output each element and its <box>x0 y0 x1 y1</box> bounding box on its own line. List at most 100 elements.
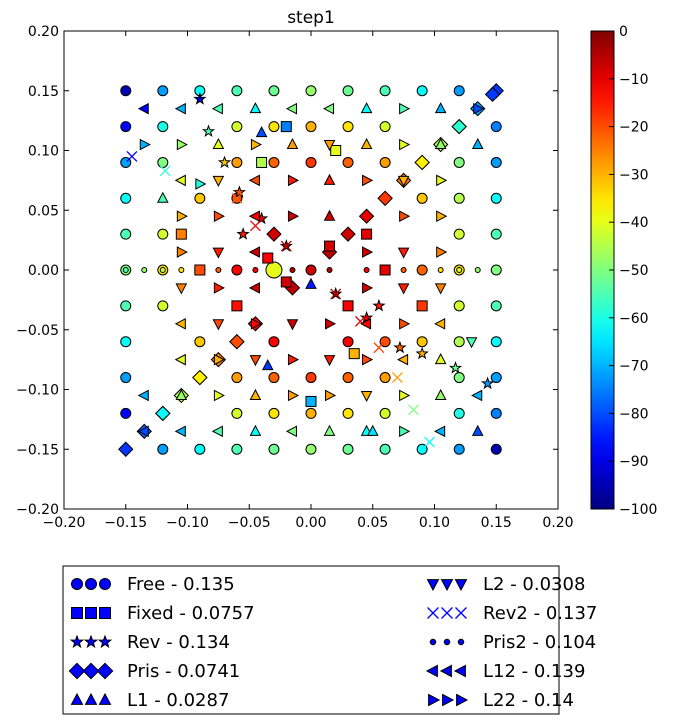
data-point-circle <box>379 443 391 455</box>
data-point-circle <box>268 156 280 168</box>
data-point-triangle-right <box>139 138 151 151</box>
data-point-dot <box>474 267 481 273</box>
data-point-x <box>330 288 342 300</box>
data-point-triangle-right <box>436 210 448 223</box>
data-point-triangle-left <box>211 425 223 438</box>
data-point-dot <box>178 267 185 273</box>
legend-marker-x <box>427 607 439 619</box>
data-point-circle <box>342 372 354 384</box>
y-tick-label: 0.05 <box>28 203 59 219</box>
legend-entry: L1 - 0.0287 <box>70 690 229 711</box>
legend-label: L22 - 0.14 <box>483 690 574 711</box>
data-point-triangle-down <box>360 390 373 403</box>
data-point-circle <box>379 121 391 133</box>
data-point-triangle-left <box>174 353 186 366</box>
data-point-circle <box>157 85 169 97</box>
legend-label: L12 - 0.139 <box>483 661 585 682</box>
data-point-triangle-down <box>212 319 225 331</box>
data-point-square <box>256 156 268 168</box>
data-point-triangle-up <box>434 353 447 365</box>
legend: Free - 0.135 Fixed - 0.0757 Rev - 0.134 Pri… <box>62 565 597 715</box>
colorbar-tick-label: −50 <box>619 263 649 279</box>
legend-marker-circle <box>85 578 97 590</box>
data-point-circle <box>379 156 391 168</box>
data-point-triangle-right <box>362 174 374 187</box>
legend-marker-triangle-up <box>70 692 84 705</box>
data-point-triangle-right <box>213 210 225 223</box>
data-point-x <box>126 151 138 162</box>
legend-marker-circle <box>99 578 111 590</box>
data-point-circle <box>453 85 465 97</box>
data-point-circle <box>490 121 502 133</box>
data-point-triangle-right <box>195 178 207 190</box>
data-point-triangle-right <box>399 317 411 330</box>
colorbar-tick-label: −80 <box>619 406 649 422</box>
data-point-triangle-down <box>212 247 225 259</box>
data-point-circle <box>305 121 317 133</box>
data-point-circle <box>416 192 428 204</box>
data-point-square <box>175 228 187 240</box>
data-point-triangle-right <box>250 317 262 330</box>
legend-marker-square <box>71 607 83 619</box>
data-point-diamond <box>377 190 393 207</box>
data-point-circle <box>157 300 169 312</box>
data-point-circle <box>305 372 317 384</box>
data-point-triangle-right <box>362 353 374 366</box>
data-point-circle <box>453 336 465 348</box>
data-point-circle <box>342 443 354 455</box>
legend-marker-dot <box>457 638 465 646</box>
data-point-circle <box>231 85 243 97</box>
data-point-circle <box>120 336 132 348</box>
data-point-triangle-right <box>250 138 262 151</box>
data-point-triangle-right <box>325 389 337 402</box>
y-tick-label: −0.10 <box>16 383 59 399</box>
data-point-triangle-right <box>399 389 411 402</box>
data-point-circle <box>305 443 317 455</box>
data-point-x <box>373 342 385 354</box>
data-point-triangle-left <box>285 102 297 115</box>
data-point-circle <box>305 407 317 419</box>
legend-marker-triangle-right <box>428 693 441 707</box>
data-point-triangle-left <box>174 102 186 115</box>
legend-entry: Rev2 - 0.137 <box>427 603 597 624</box>
legend-label: Pris2 - 0.104 <box>483 632 596 653</box>
data-point-triangle-right <box>213 389 225 402</box>
data-point-triangle-up <box>434 102 447 114</box>
data-point-triangle-down <box>323 140 336 152</box>
data-point-triangle-left <box>322 102 335 115</box>
data-point-triangle-up <box>471 137 484 150</box>
data-point-circle <box>490 372 502 384</box>
legend-label: L2 - 0.0308 <box>483 574 585 595</box>
legend-entry: Pris2 - 0.104 <box>429 632 596 653</box>
data-point-circle <box>268 85 280 97</box>
data-point-circle <box>490 443 502 455</box>
data-point-triangle-right <box>213 353 225 366</box>
data-point-triangle-right <box>362 282 374 294</box>
data-point-triangle-right <box>399 210 411 223</box>
data-point-circle <box>157 443 169 455</box>
data-point-triangle-up <box>212 137 225 150</box>
data-point-triangle-right <box>362 246 374 258</box>
data-point-triangle-left <box>471 389 483 402</box>
data-point-square <box>280 276 292 288</box>
data-point-circle <box>453 300 465 312</box>
legend-label: Rev - 0.134 <box>127 632 230 653</box>
legend-marker-diamond <box>68 662 86 680</box>
colorbar-tick-label: −100 <box>619 502 657 518</box>
data-point-triangle-up <box>249 388 262 400</box>
data-point-circle <box>157 121 169 133</box>
data-point-triangle-right <box>176 210 188 223</box>
x-tick-label: 0.10 <box>419 515 450 531</box>
data-point-circle <box>342 407 354 419</box>
data-point-triangle-up <box>175 388 188 400</box>
data-point-triangle-up <box>286 137 299 150</box>
colorbar-tick-label: −60 <box>619 311 649 327</box>
data-point-circle <box>231 443 243 455</box>
legend-marker-square <box>99 607 111 619</box>
data-point-square <box>280 121 292 133</box>
colorbar-tick-label: −40 <box>619 215 649 231</box>
data-point-triangle-right <box>176 246 188 258</box>
data-point-diamond <box>451 118 467 135</box>
data-point-dot <box>141 267 148 273</box>
legend-marker-dot <box>429 638 437 646</box>
